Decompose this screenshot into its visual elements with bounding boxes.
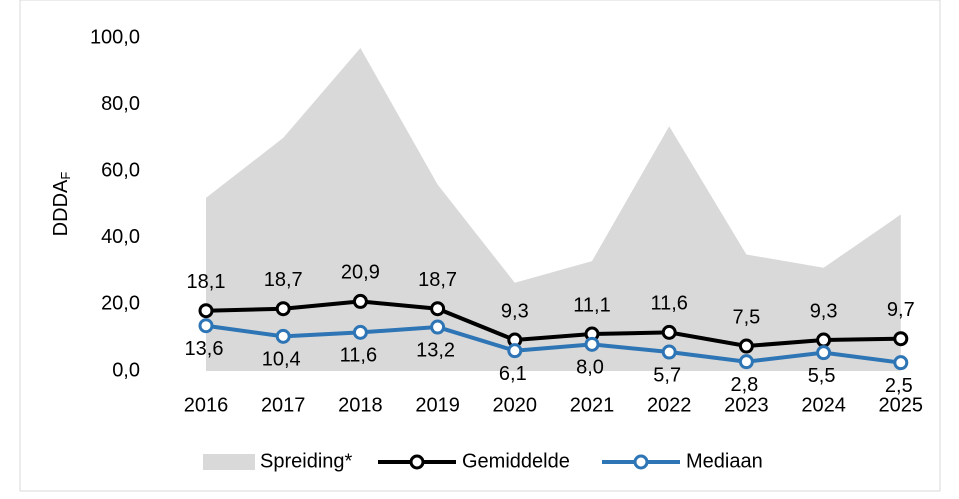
data-label: 11,1 bbox=[573, 294, 610, 316]
data-label: 7,5 bbox=[732, 306, 760, 328]
x-tick-label: 2025 bbox=[879, 394, 924, 416]
area bbox=[206, 47, 901, 372]
data-label: 2,5 bbox=[885, 375, 913, 397]
chart-border bbox=[19, 0, 941, 492]
marker bbox=[816, 345, 832, 361]
line bbox=[205, 323, 902, 365]
data-label: 9,3 bbox=[810, 300, 838, 322]
legend-marker bbox=[409, 454, 425, 470]
marker bbox=[661, 344, 677, 360]
y-tick-label: 60,0 bbox=[101, 159, 140, 181]
legend-label: Gemiddelde bbox=[462, 450, 570, 472]
data-label: 20,9 bbox=[341, 262, 380, 284]
marker bbox=[816, 332, 832, 348]
y-tick-label: 80,0 bbox=[101, 93, 140, 115]
data-label: 2,8 bbox=[730, 374, 758, 396]
legend-swatch bbox=[203, 454, 255, 470]
x-tick-label: 2019 bbox=[415, 394, 460, 416]
marker bbox=[275, 328, 291, 344]
line bbox=[205, 299, 901, 349]
x-tick-label: 2023 bbox=[724, 394, 769, 416]
x-tick-label: 2018 bbox=[338, 394, 383, 416]
marker bbox=[893, 355, 909, 371]
data-label: 13,2 bbox=[416, 339, 455, 361]
data-label: 9,7 bbox=[887, 299, 915, 321]
data-label: 11,6 bbox=[340, 345, 377, 367]
x-tick-label: 2016 bbox=[184, 394, 229, 416]
marker bbox=[198, 318, 214, 334]
legend-label: Spreiding* bbox=[260, 450, 353, 472]
marker bbox=[430, 319, 446, 335]
x-tick-label: 2024 bbox=[801, 394, 846, 416]
marker bbox=[584, 336, 600, 352]
marker bbox=[430, 301, 446, 317]
legend-label: Mediaan bbox=[686, 450, 763, 472]
data-label: 11,6 bbox=[650, 293, 687, 315]
marker bbox=[738, 338, 754, 354]
legend-marker bbox=[633, 454, 649, 470]
x-tick-label: 2022 bbox=[647, 394, 692, 416]
x-tick-label: 2021 bbox=[570, 394, 615, 416]
y-label-subscript: F bbox=[58, 172, 73, 180]
data-label: 13,6 bbox=[185, 338, 224, 360]
data-label: 8,0 bbox=[576, 357, 604, 379]
data-label: 18,7 bbox=[264, 269, 303, 291]
marker bbox=[661, 324, 677, 340]
data-label: 5,7 bbox=[653, 364, 681, 386]
data-label: 10,4 bbox=[262, 349, 301, 371]
data-label: 9,3 bbox=[501, 300, 529, 322]
y-tick-label: 0,0 bbox=[112, 359, 140, 381]
data-label: 5,5 bbox=[808, 365, 836, 387]
y-tick-label: 40,0 bbox=[101, 226, 140, 248]
marker bbox=[275, 301, 291, 317]
y-tick-label: 20,0 bbox=[101, 293, 140, 315]
marker bbox=[893, 331, 909, 347]
marker bbox=[352, 324, 368, 340]
data-label: 18,1 bbox=[187, 271, 226, 293]
y-tick-label: 100,0 bbox=[90, 26, 140, 48]
data-label: 18,7 bbox=[418, 269, 457, 291]
x-tick-label: 2020 bbox=[493, 394, 538, 416]
marker bbox=[198, 303, 214, 319]
x-tick-label: 2017 bbox=[261, 394, 306, 416]
marker bbox=[738, 354, 754, 370]
data-label: 6,1 bbox=[499, 363, 527, 385]
y-axis-label: DDDAF bbox=[50, 172, 73, 237]
marker bbox=[352, 293, 368, 309]
marker bbox=[507, 343, 523, 359]
y-label-text: DDDA bbox=[50, 179, 72, 236]
